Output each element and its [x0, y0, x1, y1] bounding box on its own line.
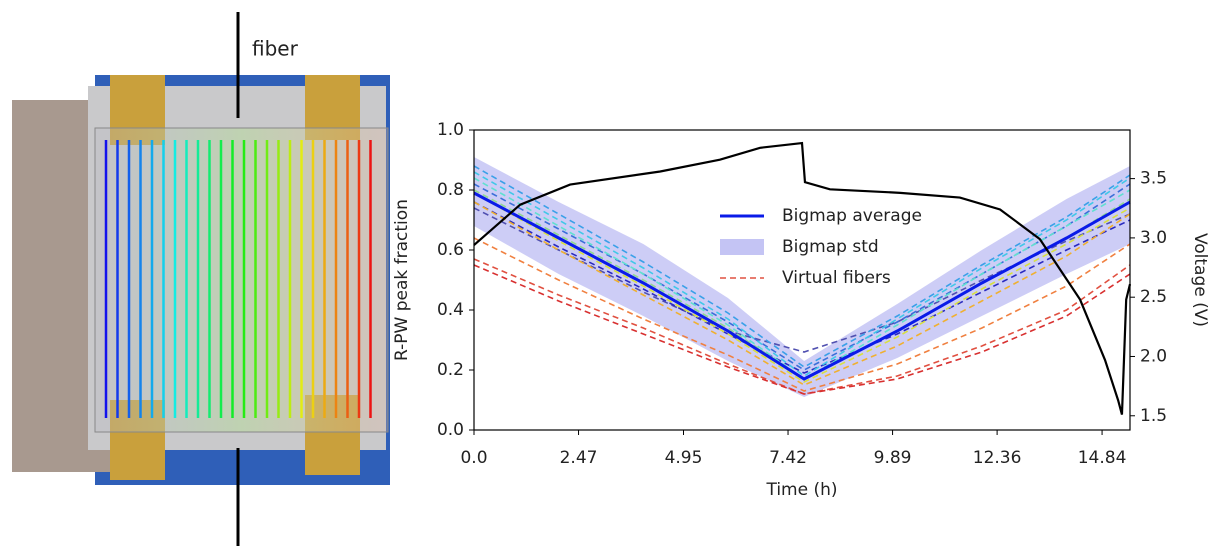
x-tick-label: 12.36 [973, 448, 1022, 468]
legend-swatch [720, 239, 764, 255]
x-tick-label: 14.84 [1078, 448, 1127, 468]
legend-label: Virtual fibers [782, 268, 891, 288]
photo-label: fiber [252, 37, 299, 61]
y-tick-label: 0.4 [437, 300, 464, 320]
y-tick-label: 0.6 [437, 240, 464, 260]
x-tick-label: 2.47 [560, 448, 598, 468]
y-tick-label: 0.2 [437, 360, 464, 380]
x-tick-label: 9.89 [874, 448, 912, 468]
x-tick-label: 0.0 [460, 448, 487, 468]
window [94, 127, 389, 433]
fiber-line [473, 171, 1131, 377]
std-band [474, 157, 1130, 397]
fiber-line [473, 258, 1131, 395]
legend-label: Bigmap average [782, 206, 922, 226]
y2-tick-label: 1.5 [1140, 406, 1167, 426]
x-tick-label: 7.42 [769, 448, 807, 468]
average-line [473, 191, 1131, 381]
fiber-lines [104, 140, 372, 418]
fiber-line [473, 192, 1131, 383]
legend-label: Bigmap std [782, 237, 879, 257]
y2-axis-label: Voltage (V) [1190, 233, 1210, 327]
y2-tick-label: 2.0 [1140, 346, 1167, 366]
fiber-line [473, 237, 1131, 392]
y2-tick-label: 2.5 [1140, 287, 1167, 307]
y-tick-label: 0.8 [437, 180, 464, 200]
cell-photo: fiber [12, 12, 390, 546]
fiber-line [473, 264, 1131, 395]
x-axis-label: Time (h) [765, 480, 837, 500]
y-axis-label: R-PW peak fraction [392, 199, 412, 361]
y-tick-label: 1.0 [437, 120, 464, 140]
y-tick-label: 0.0 [437, 420, 464, 440]
x-tick-label: 4.95 [665, 448, 703, 468]
voltage-line [473, 141, 1132, 415]
fiber-line [473, 201, 1131, 374]
y2-tick-label: 3.5 [1140, 169, 1167, 189]
y2-tick-label: 3.0 [1140, 228, 1167, 248]
plot-frame [473, 129, 1131, 431]
